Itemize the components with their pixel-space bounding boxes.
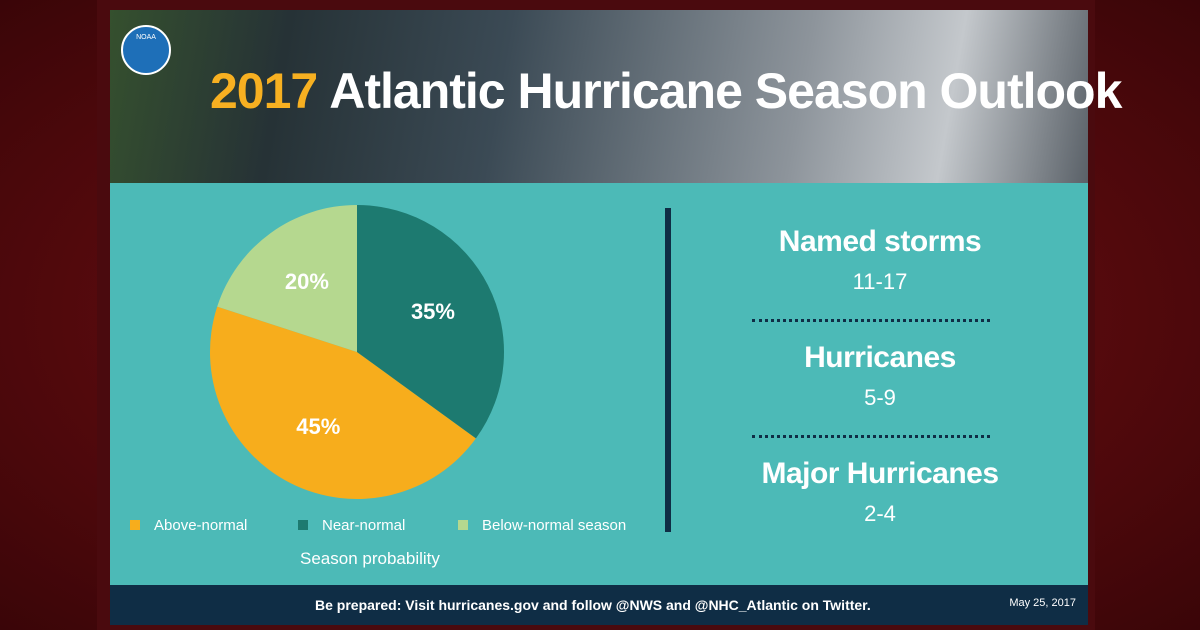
caption: Season probability <box>300 549 440 568</box>
legend-swatch <box>130 520 140 530</box>
separator <box>752 435 990 438</box>
slice-label: 35% <box>411 299 455 324</box>
stat-value: 5-9 <box>864 385 896 410</box>
footer-date: May 25, 2017 <box>1009 597 1076 609</box>
legend-label: Above-normal <box>154 517 248 534</box>
stat-label: Named storms <box>778 225 982 258</box>
pie-slice <box>209 306 476 499</box>
stat-label: Hurricanes <box>804 341 956 374</box>
legend-label: Near-normal <box>322 517 406 534</box>
footer: Be prepared: Visit hurricanes.gov and fo… <box>110 585 1088 625</box>
legend-swatch <box>298 520 308 530</box>
legend-label: Below-normal season <box>482 517 627 534</box>
title: 2017 Atlantic Hurricane Season Outlook <box>210 62 1122 120</box>
pie-slice <box>217 205 357 352</box>
logo: NOAA <box>121 25 171 75</box>
slice-label: 45% <box>296 414 340 439</box>
legend-item: Below-normal season <box>458 517 626 534</box>
stat-label: Major Hurricanes <box>761 457 999 490</box>
year: 2017 <box>210 63 318 119</box>
header-image <box>110 10 1088 183</box>
title-text: Atlantic Hurricane Season Outlook <box>329 63 1122 119</box>
slice-label: 20% <box>285 269 329 294</box>
pie-slice <box>357 205 504 439</box>
footer-text: Be prepared: Visit hurricanes.gov and fo… <box>315 597 871 613</box>
stat-value: 2-4 <box>864 501 896 526</box>
legend-swatch <box>458 520 468 530</box>
legend-item: Near-normal <box>298 517 405 534</box>
stat-value: 11-17 <box>852 269 908 294</box>
legend-item: Above-normal <box>130 517 247 534</box>
separator <box>752 319 990 322</box>
